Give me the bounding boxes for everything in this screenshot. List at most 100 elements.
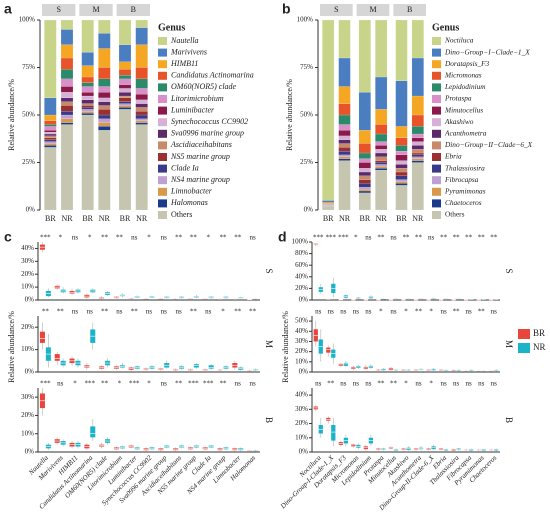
bar-segment [358,168,371,173]
bar-segment [395,126,408,138]
bar-segment [60,92,74,98]
y-tick-label: 25% [22,158,35,166]
legend-swatch [432,71,441,80]
bar-segment [395,179,408,182]
x-tick-label: NR [376,214,388,223]
bar-segment [358,190,371,193]
bar-segment [135,78,148,89]
bar-segment [98,101,111,106]
bar-segment [118,95,132,98]
significance: ns [315,308,322,316]
bar-segment [118,101,132,104]
legend-title: Genus [158,22,185,33]
box [54,354,60,361]
significance: ** [390,380,398,388]
bar-segment [98,97,111,102]
y-tick-label: 30% [21,393,34,401]
significance: ** [42,308,50,316]
bar-segment [98,78,111,87]
significance: ns [161,308,168,316]
significance: ns [428,234,435,242]
significance: * [429,308,433,316]
legend-swatch [158,187,167,196]
box [406,447,411,450]
significance: ns [365,308,372,316]
significance: ns [315,380,322,388]
bar-segment [118,107,132,110]
panel-label: c [4,229,12,245]
legend-swatch [432,187,441,196]
bar-segment [81,114,94,211]
significance: ns [365,234,372,242]
significance: ** [490,234,498,242]
legend-label: Litorimicrobium [170,94,224,103]
significance: ns [491,308,498,316]
facet-label: B [264,417,274,423]
bar-segment [98,118,111,123]
bar-segment [338,139,351,144]
bar-segment [135,67,148,79]
y-tick-label: 25% [300,158,313,166]
significance: ns [390,308,397,316]
facet-strip [79,4,113,16]
bar-segment [358,143,371,154]
significance: ns [205,308,212,316]
y-tick-label: 10% [295,357,308,365]
bar-segment [395,145,408,152]
legend-swatch [158,48,167,57]
bar-segment [338,19,351,59]
significance: *** [326,234,337,242]
facet-label: M [264,340,274,348]
bar-segment [81,95,94,100]
bar-segment [395,154,408,161]
bar-segment [322,200,335,203]
bar-segment [135,103,148,108]
bar-segment [118,84,132,89]
legend-label: BR [533,328,545,338]
significance: * [73,380,77,388]
significance: * [354,234,358,242]
bar-segment [411,160,424,163]
bar-segment [338,86,351,104]
bar-segment [135,124,148,211]
bar-segment [338,135,351,140]
significance: ** [403,234,411,242]
legend-label: Sva0996 marine group [171,129,244,138]
bar-segment [338,143,351,148]
bar-segment [98,105,111,110]
bar-segment [44,143,57,146]
significance: *** [313,234,324,242]
y-tick-label: 40% [295,327,308,335]
bar-segment [98,48,111,68]
bar-segment [358,152,371,159]
significance: ** [220,234,228,242]
significance: *** [129,380,140,388]
bar-segment [60,69,74,79]
box [193,364,199,368]
significance: * [429,380,433,388]
bar-segment [375,109,388,125]
legend-swatch [158,118,167,127]
legend-swatch [432,164,441,173]
significance: * [58,234,62,242]
bar-segment [135,120,148,123]
bar-segment [358,192,371,211]
bar-segment [135,107,148,112]
bar-segment [118,103,132,106]
bar-segment [411,158,424,161]
x-tick-label: BR [82,214,93,223]
y-tick-label: 0% [25,296,35,304]
significance: ns [146,308,153,316]
x-tick-label: BR [323,214,334,223]
bar-segment [60,118,74,123]
bar-segment [60,101,74,106]
legend-title: Genus [432,22,459,33]
bar-segment [411,95,424,116]
significance: ** [190,308,198,316]
bar-segment [44,120,57,125]
x-tick-label: BR [396,214,407,223]
significance: ns [249,234,256,242]
legend-label: Candidatus Actinomarina [171,71,254,80]
significance: ** [234,234,242,242]
